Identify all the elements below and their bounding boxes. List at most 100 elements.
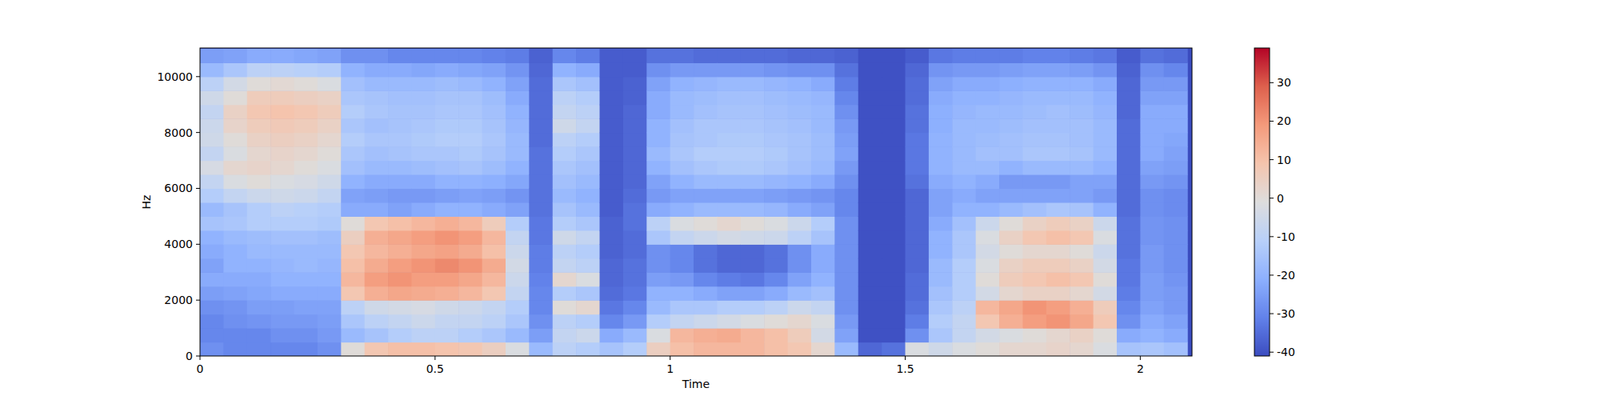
cell xyxy=(670,174,695,189)
cell xyxy=(716,286,741,301)
cell xyxy=(552,118,577,133)
cell xyxy=(740,286,765,301)
cell xyxy=(788,62,812,77)
cell xyxy=(881,216,906,231)
cell xyxy=(670,300,695,315)
cell xyxy=(317,230,342,245)
cell xyxy=(576,244,600,259)
cell xyxy=(1164,300,1188,315)
cell xyxy=(294,342,319,356)
cell xyxy=(858,188,883,203)
cell xyxy=(270,328,295,343)
cell xyxy=(1164,90,1188,105)
cell xyxy=(999,174,1024,189)
cell xyxy=(834,286,859,301)
cell xyxy=(999,300,1024,315)
cell xyxy=(1093,132,1118,148)
cell xyxy=(317,314,342,329)
cell xyxy=(505,286,530,301)
cell xyxy=(247,300,272,315)
cell xyxy=(670,104,695,120)
cell xyxy=(811,48,836,64)
y-tick xyxy=(196,188,200,189)
cell xyxy=(670,244,695,259)
cell xyxy=(270,244,295,259)
cell xyxy=(247,174,272,189)
cell xyxy=(247,328,272,343)
cell xyxy=(317,272,342,287)
cell xyxy=(905,300,930,315)
cell xyxy=(223,174,248,189)
cell xyxy=(881,132,906,148)
cell xyxy=(670,286,695,301)
cell xyxy=(788,216,812,231)
cell xyxy=(364,342,389,356)
cell xyxy=(834,118,859,133)
cell xyxy=(411,48,436,64)
cell xyxy=(1164,118,1188,133)
cell xyxy=(505,202,530,217)
cell xyxy=(976,244,1000,259)
y-tick xyxy=(196,132,200,133)
cell xyxy=(317,160,342,176)
cell xyxy=(1093,118,1118,133)
cell xyxy=(905,146,930,161)
cell xyxy=(458,132,483,148)
cell xyxy=(200,160,224,176)
cell xyxy=(552,342,577,356)
cell xyxy=(270,258,295,273)
cell xyxy=(600,244,624,259)
cell xyxy=(458,146,483,161)
cell xyxy=(952,244,976,259)
cell xyxy=(435,174,460,189)
cell xyxy=(294,62,319,77)
cell xyxy=(1022,76,1047,92)
cell xyxy=(716,258,741,273)
cell xyxy=(247,146,272,161)
cell xyxy=(646,188,671,203)
cell xyxy=(623,76,648,92)
cell xyxy=(247,132,272,148)
cell xyxy=(1164,62,1188,77)
cell xyxy=(317,132,342,148)
cell xyxy=(764,146,788,161)
cell xyxy=(858,90,883,105)
cell xyxy=(716,342,741,356)
cell xyxy=(340,62,365,77)
cell xyxy=(340,202,365,217)
cell xyxy=(905,188,930,203)
cell xyxy=(1164,48,1188,64)
cell xyxy=(1116,286,1141,301)
cell xyxy=(999,258,1024,273)
cell xyxy=(670,342,695,356)
cell xyxy=(999,188,1024,203)
cell xyxy=(1069,132,1094,148)
colorbar-tick xyxy=(1269,120,1274,122)
cell xyxy=(364,286,389,301)
cell xyxy=(270,48,295,64)
cell xyxy=(600,160,624,176)
cell xyxy=(881,300,906,315)
cell xyxy=(1164,104,1188,120)
cell xyxy=(905,132,930,148)
cell xyxy=(505,216,530,231)
cell xyxy=(1164,342,1188,356)
cell xyxy=(482,188,507,203)
cell xyxy=(223,160,248,176)
cell xyxy=(528,76,553,92)
cell xyxy=(1046,76,1071,92)
cell xyxy=(1164,146,1188,161)
cell xyxy=(928,118,953,133)
cell xyxy=(740,104,765,120)
plot-frame xyxy=(200,48,1192,356)
cell xyxy=(716,272,741,287)
cell xyxy=(482,314,507,329)
cell xyxy=(928,272,953,287)
colorbar-frame xyxy=(1254,48,1270,356)
cell xyxy=(623,314,648,329)
cell xyxy=(881,48,906,64)
cell xyxy=(764,286,788,301)
cell xyxy=(552,244,577,259)
cell xyxy=(646,342,671,356)
cell xyxy=(247,286,272,301)
